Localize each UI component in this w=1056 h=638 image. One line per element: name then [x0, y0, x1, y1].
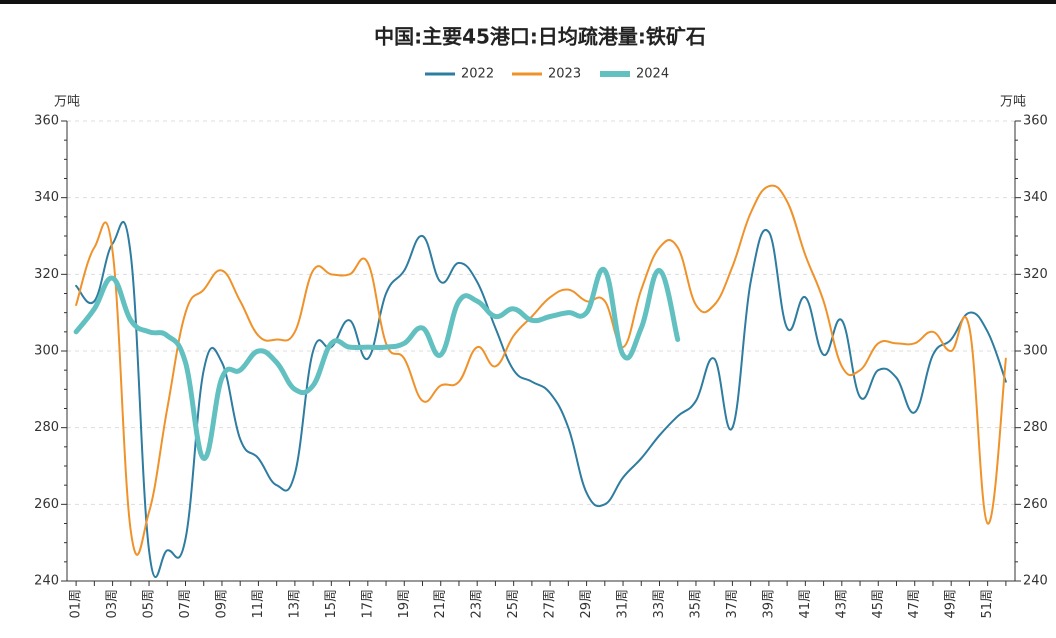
x-tick-label: 47周 — [907, 589, 922, 619]
legend-label: 2022 — [461, 67, 494, 82]
y-tick-label: 360 — [34, 114, 59, 129]
x-tick-label: 13周 — [287, 589, 302, 619]
x-tick-label: 05周 — [142, 589, 157, 619]
y2-tick-label: 320 — [1023, 267, 1048, 282]
x-tick-label: 17周 — [360, 589, 375, 619]
x-tick-label: 45周 — [871, 589, 886, 619]
y-tick-label: 260 — [34, 497, 59, 512]
y-tick-label: 240 — [34, 574, 59, 589]
y-axis-unit: 万吨 — [54, 95, 80, 110]
y2-tick-label: 280 — [1023, 420, 1048, 435]
legend-label: 2023 — [548, 67, 581, 82]
x-tick-label: 09周 — [214, 589, 229, 619]
x-tick-label: 27周 — [543, 589, 558, 619]
y-tick-label: 300 — [34, 344, 59, 359]
x-tick-label: 29周 — [579, 589, 594, 619]
x-tick-label: 51周 — [980, 589, 995, 619]
x-tick-label: 49周 — [944, 589, 959, 619]
x-tick-label: 31周 — [616, 589, 631, 619]
x-tick-label: 07周 — [178, 589, 193, 619]
x-tick-label: 37周 — [725, 589, 740, 619]
x-tick-label: 11周 — [251, 589, 266, 619]
x-tick-label: 43周 — [834, 589, 849, 619]
x-tick-label: 21周 — [433, 589, 448, 619]
x-tick-label: 03周 — [105, 589, 120, 619]
y2-tick-label: 300 — [1023, 344, 1048, 359]
y-tick-label: 320 — [34, 267, 59, 282]
x-tick-label: 23周 — [470, 589, 485, 619]
chart-title: 中国:主要45港口:日均疏港量:铁矿石 — [374, 25, 706, 49]
legend-label: 2024 — [636, 67, 669, 82]
x-tick-label: 25周 — [506, 589, 521, 619]
series-line — [75, 184, 1007, 556]
x-tick-label: 01周 — [69, 589, 84, 619]
y-tick-label: 280 — [34, 420, 59, 435]
y2-tick-label: 360 — [1023, 114, 1048, 129]
x-tick-label: 15周 — [324, 589, 339, 619]
x-tick-label: 19周 — [397, 589, 412, 619]
x-tick-label: 41周 — [798, 589, 813, 619]
series-line — [73, 266, 681, 461]
y2-tick-label: 340 — [1023, 190, 1048, 205]
y-tick-label: 340 — [34, 190, 59, 205]
x-tick-label: 33周 — [652, 589, 667, 619]
x-tick-label: 35周 — [688, 589, 703, 619]
y2-tick-label: 260 — [1023, 497, 1048, 512]
y2-axis-unit: 万吨 — [1000, 95, 1026, 110]
y2-tick-label: 240 — [1023, 574, 1048, 589]
series-line — [75, 221, 1007, 579]
x-tick-label: 39周 — [761, 589, 776, 619]
top-bar — [0, 0, 1056, 4]
